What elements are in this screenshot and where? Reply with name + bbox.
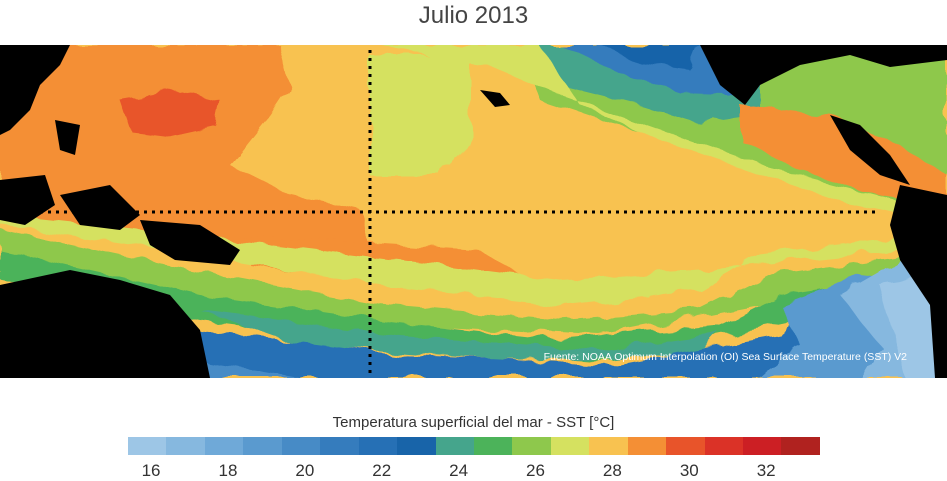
colorbar-tick-label: 26	[526, 461, 545, 480]
sst-band-south-blue	[0, 275, 947, 378]
colorbar-swatch	[166, 437, 205, 455]
sst-band-south-yellow	[0, 215, 947, 305]
map-title: Julio 2013	[418, 2, 529, 29]
sst-band-south-lightgreen	[0, 230, 947, 335]
land-australia	[0, 270, 210, 378]
source-text: Fuente: NOAA Optimum Interpolation (OI) …	[544, 351, 908, 363]
land-philippines	[55, 120, 80, 155]
colorbar-tick-label: 20	[295, 461, 315, 480]
colorbar-swatch	[435, 437, 474, 455]
land-hawaii	[480, 90, 510, 107]
colorbar-swatch	[243, 437, 282, 455]
colorbar-swatch	[204, 437, 244, 455]
sst-band-north-darkblue	[600, 45, 700, 70]
colorbar-swatch	[743, 437, 782, 455]
sst-band-south-green	[0, 250, 947, 360]
land-new-guinea	[140, 220, 240, 265]
colorbar-tick-label: 32	[756, 461, 776, 480]
colorbar-swatch	[781, 437, 820, 455]
sst-hot-core	[120, 90, 220, 135]
land-masses	[0, 45, 947, 378]
colorbar-swatch	[666, 437, 705, 455]
colorbar-swatch	[589, 437, 628, 455]
colorbar-swatch	[704, 437, 743, 455]
colorbar-tick-label: 18	[218, 461, 238, 480]
colorbar-tick-label: 22	[372, 461, 392, 480]
colorbar-swatch	[320, 437, 359, 455]
colorbar-tick-label: 28	[602, 461, 622, 480]
land-south-america	[890, 185, 947, 378]
colorbar-tick-label: 24	[449, 461, 469, 480]
land-north-america	[700, 45, 947, 105]
sst-band-yellow-north	[380, 45, 947, 225]
sst-map: Fuente: NOAA Optimum Interpolation (OI) …	[0, 45, 947, 378]
land-indonesia	[60, 185, 140, 230]
land-asia	[0, 45, 70, 135]
colorbar-swatch	[627, 437, 667, 455]
colorbar-label: Temperatura superficial del mar - SST [°…	[332, 414, 615, 431]
colorbar-tick-label: 16	[141, 461, 161, 480]
colorbar-swatch	[281, 437, 321, 455]
colorbar-swatch	[397, 437, 436, 455]
colorbar-tick-label: 30	[679, 461, 699, 480]
sst-band-yellow-wide	[370, 55, 470, 175]
colorbar-swatch	[358, 437, 398, 455]
colorbar-ticks: 16 18 20 22 24 26 28 30 32	[0, 461, 947, 481]
colorbar-swatch	[473, 437, 513, 455]
colorbar-swatch	[550, 437, 590, 455]
colorbar-swatch	[512, 437, 551, 455]
sst-band-south-teal	[200, 310, 720, 360]
colorbar	[128, 437, 820, 455]
land-central-america	[830, 115, 910, 185]
colorbar-swatch	[128, 437, 167, 455]
